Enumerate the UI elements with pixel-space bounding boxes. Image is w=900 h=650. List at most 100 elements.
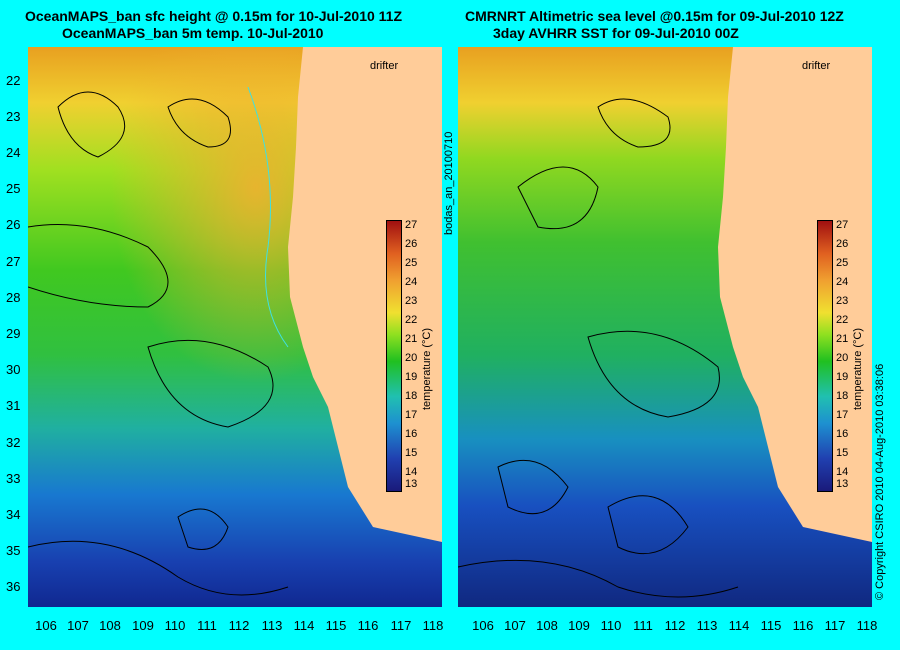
lon-label: 108 bbox=[536, 618, 558, 633]
right-contour bbox=[497, 459, 569, 515]
colorbar-tick: 18 bbox=[836, 390, 849, 402]
colorbar-tick: 13 bbox=[405, 478, 418, 490]
lon-label: 111 bbox=[633, 618, 653, 633]
colorbar-left bbox=[386, 220, 402, 492]
colorbar-tick: 16 bbox=[405, 428, 418, 440]
colorbar-tick: 24 bbox=[836, 276, 849, 288]
lon-label: 113 bbox=[261, 618, 283, 633]
drifter-legend-label: drifter bbox=[370, 60, 399, 72]
left-contour bbox=[247, 86, 289, 348]
lat-label: 24 bbox=[6, 145, 21, 160]
right-title-line1: CMRNRT Altimetric sea level @0.15m for 0… bbox=[465, 8, 844, 24]
left-land bbox=[288, 47, 442, 542]
colorbar-tick: 21 bbox=[836, 333, 849, 345]
left-contour bbox=[57, 91, 126, 158]
lat-label: 35 bbox=[6, 543, 21, 558]
right-title-line2: 3day AVHRR SST for 09-Jul-2010 00Z bbox=[493, 25, 739, 41]
left-title-line2: OceanMAPS_ban 5m temp. 10-Jul-2010 bbox=[62, 25, 324, 41]
colorbar-tick: 21 bbox=[405, 333, 418, 345]
right-contour bbox=[587, 330, 720, 418]
lat-label: 36 bbox=[6, 579, 21, 594]
lon-label: 118 bbox=[422, 618, 444, 633]
colorbar-tick: 26 bbox=[405, 238, 418, 250]
lon-label: 114 bbox=[728, 618, 750, 633]
colorbar-tick: 17 bbox=[405, 409, 418, 421]
colorbar-tick: 27 bbox=[405, 219, 418, 231]
colorbar-right bbox=[817, 220, 833, 492]
lat-label: 31 bbox=[6, 398, 21, 413]
colorbar-tick: 14 bbox=[405, 466, 418, 478]
lon-label: 109 bbox=[568, 618, 590, 633]
lat-label: 28 bbox=[6, 290, 21, 305]
colorbar-label-right: temperature (°C) bbox=[852, 327, 864, 410]
lon-label: 116 bbox=[357, 618, 379, 633]
lon-label: 115 bbox=[760, 618, 782, 633]
colorbar-tick: 27 bbox=[836, 219, 849, 231]
colorbar-tick: 22 bbox=[405, 314, 418, 326]
lat-label: 29 bbox=[6, 326, 21, 341]
lat-label: 33 bbox=[6, 471, 21, 486]
lon-label: 111 bbox=[197, 618, 217, 633]
lon-label: 107 bbox=[504, 618, 526, 633]
colorbar-tick: 24 bbox=[405, 276, 418, 288]
drifter-legend-right: drifter bbox=[802, 60, 830, 72]
colorbar-tick: 22 bbox=[836, 314, 849, 326]
lon-label: 110 bbox=[600, 618, 622, 633]
colorbar-tick: 17 bbox=[836, 409, 849, 421]
lat-label: 27 bbox=[6, 254, 21, 269]
left-contour bbox=[147, 339, 274, 428]
lat-label: 26 bbox=[6, 217, 21, 232]
drifter-legend-label: drifter bbox=[802, 60, 831, 72]
lat-label: 25 bbox=[6, 181, 21, 196]
lon-label: 109 bbox=[132, 618, 154, 633]
lon-label: 116 bbox=[792, 618, 814, 633]
left-contour bbox=[28, 540, 289, 596]
left-title-line1: OceanMAPS_ban sfc height @ 0.15m for 10-… bbox=[25, 8, 403, 24]
product-id: bodas_an_20100710 bbox=[443, 131, 455, 235]
right-land bbox=[718, 47, 872, 542]
lat-label: 30 bbox=[6, 362, 21, 377]
lon-label: 114 bbox=[293, 618, 315, 633]
left-contour bbox=[28, 224, 169, 308]
colorbar-tick: 26 bbox=[836, 238, 849, 250]
right-contour bbox=[458, 559, 739, 598]
colorbar-label-left: temperature (°C) bbox=[421, 327, 433, 410]
copyright-notice: © Copyright CSIRO 2010 04-Aug-2010 03:38… bbox=[874, 363, 886, 600]
colorbar-tick: 19 bbox=[836, 371, 849, 383]
left-map-panel bbox=[28, 47, 442, 607]
colorbar-tick: 23 bbox=[405, 295, 418, 307]
lon-label: 106 bbox=[35, 618, 57, 633]
colorbar-tick: 14 bbox=[836, 466, 849, 478]
colorbar-tick: 20 bbox=[405, 352, 418, 364]
colorbar-tick: 25 bbox=[405, 257, 418, 269]
lon-label: 106 bbox=[472, 618, 494, 633]
right-map-panel bbox=[458, 47, 872, 607]
left-contour bbox=[167, 98, 231, 148]
lon-label: 110 bbox=[164, 618, 186, 633]
lat-label: 23 bbox=[6, 109, 21, 124]
lon-label: 117 bbox=[390, 618, 412, 633]
lat-label: 22 bbox=[6, 73, 21, 88]
colorbar-tick: 25 bbox=[836, 257, 849, 269]
lon-label: 118 bbox=[856, 618, 878, 633]
lon-label: 107 bbox=[67, 618, 89, 633]
right-contour bbox=[607, 495, 689, 555]
lon-label: 112 bbox=[664, 618, 686, 633]
right-contour bbox=[517, 166, 599, 230]
right-contour bbox=[597, 98, 671, 148]
lon-label: 115 bbox=[325, 618, 347, 633]
colorbar-tick: 18 bbox=[405, 390, 418, 402]
drifter-legend-left: drifter bbox=[370, 60, 398, 72]
colorbar-tick: 19 bbox=[405, 371, 418, 383]
colorbar-tick: 20 bbox=[836, 352, 849, 364]
lon-label: 117 bbox=[824, 618, 846, 633]
colorbar-tick: 23 bbox=[836, 295, 849, 307]
colorbar-tick: 15 bbox=[405, 447, 418, 459]
lat-label: 32 bbox=[6, 435, 21, 450]
left-contour bbox=[177, 508, 229, 550]
colorbar-tick: 15 bbox=[836, 447, 849, 459]
colorbar-tick: 16 bbox=[836, 428, 849, 440]
lon-label: 113 bbox=[696, 618, 718, 633]
colorbar-tick: 13 bbox=[836, 478, 849, 490]
lon-label: 112 bbox=[228, 618, 250, 633]
